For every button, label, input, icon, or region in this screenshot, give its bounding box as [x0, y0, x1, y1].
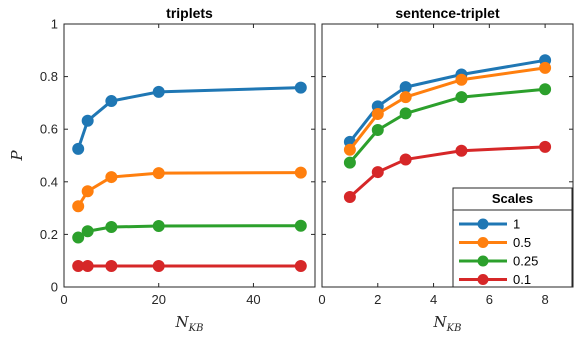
y-tick-label: 1 [51, 17, 58, 32]
data-point [455, 144, 468, 157]
x-axis-label: NKB [433, 313, 462, 334]
data-point [72, 231, 85, 244]
x-axis-label: NKB [175, 313, 204, 334]
x-tick-label: 40 [246, 292, 260, 307]
legend-title: Scales [492, 191, 533, 206]
legend-label: 0.1 [513, 272, 531, 287]
x-tick-label: 8 [541, 292, 548, 307]
data-point [343, 191, 356, 204]
series-0.1 [343, 140, 552, 204]
legend-swatch-marker [477, 237, 489, 248]
data-point [371, 166, 384, 179]
x-tick-label: 0 [318, 292, 325, 307]
data-point [72, 200, 85, 213]
series-0.5 [72, 166, 307, 213]
data-point [539, 83, 552, 96]
data-point [152, 219, 165, 232]
x-tick-label: 4 [430, 292, 437, 307]
legend-label: 0.5 [513, 235, 531, 250]
legend-label: 0.25 [513, 254, 538, 269]
y-tick-label: 0 [51, 280, 58, 295]
x-tick-label: 20 [151, 292, 165, 307]
x-tick-label: 6 [486, 292, 493, 307]
data-point [371, 123, 384, 136]
legend-item-1: 1 [459, 217, 520, 232]
data-point [152, 85, 165, 98]
y-tick-label: 0.8 [40, 69, 58, 84]
series-1 [72, 81, 307, 155]
data-point [399, 91, 412, 104]
series-0.5 [343, 61, 552, 156]
data-point [371, 107, 384, 120]
legend-item-0.1: 0.1 [459, 272, 531, 287]
data-point [455, 73, 468, 86]
data-point [152, 259, 165, 272]
legend-label: 1 [513, 217, 520, 232]
legend-box [452, 187, 573, 288]
series-0.25 [72, 219, 307, 244]
x-tick-label: 2 [374, 292, 381, 307]
data-point [81, 259, 94, 272]
data-point [539, 61, 552, 74]
legend-swatch-marker [477, 255, 489, 267]
data-point [399, 81, 412, 94]
data-point [81, 114, 94, 127]
axes-frame [63, 23, 316, 288]
data-point [455, 91, 468, 104]
data-point [81, 185, 94, 198]
data-point [105, 95, 118, 108]
data-point [152, 167, 165, 180]
data-point [294, 166, 307, 179]
panel-triplets: triplets 0 20 40 0 0.2 0.4 0.6 0.8 1 NKB P [8, 5, 316, 334]
data-point [343, 156, 356, 169]
data-point [399, 153, 412, 166]
data-point [343, 143, 356, 156]
y-tick-label: 0.4 [40, 174, 58, 189]
legend-item-0.5: 0.5 [459, 235, 531, 250]
legend: Scales 1 0.5 0.25 0.1 [452, 187, 573, 288]
data-point [539, 140, 552, 153]
data-point [294, 81, 307, 94]
data-point [72, 142, 85, 155]
legend-swatch-marker [477, 218, 489, 230]
data-point [105, 259, 118, 272]
data-point [105, 171, 118, 184]
chart-title: triplets [166, 5, 213, 21]
y-tick-label: 0.6 [40, 122, 58, 137]
data-point [294, 259, 307, 272]
x-tick-label: 0 [60, 292, 67, 307]
legend-item-0.25: 0.25 [459, 254, 538, 269]
data-point [399, 107, 412, 120]
series-0.25 [343, 83, 552, 169]
y-tick-label: 0.2 [40, 227, 58, 242]
legend-swatch-marker [477, 274, 489, 285]
data-point [294, 219, 307, 232]
series-0.1 [72, 259, 307, 272]
data-point [81, 225, 94, 238]
chart-title: sentence-triplet [395, 5, 500, 21]
data-point [105, 221, 118, 234]
y-axis-label: P [8, 150, 26, 162]
